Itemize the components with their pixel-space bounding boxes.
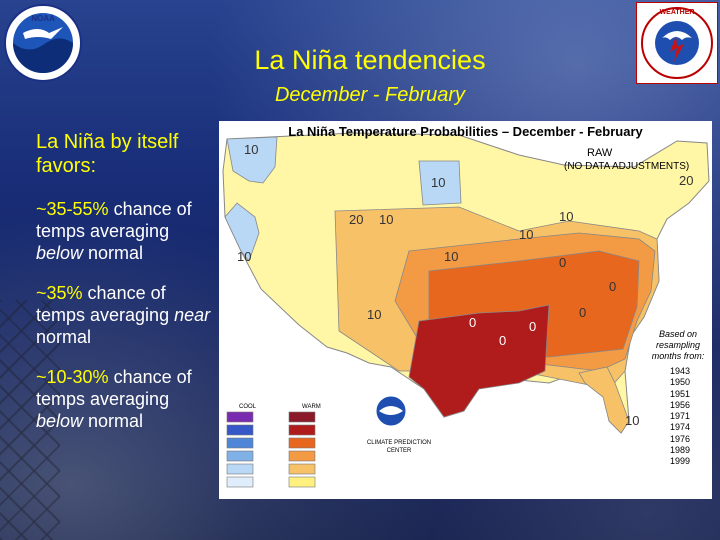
tendency-emphasis: below <box>36 411 84 431</box>
year-item: 1956 <box>669 399 691 410</box>
legend-swatch-cool <box>226 450 254 462</box>
tendency-text: chance of temps averaging <box>36 367 192 409</box>
legend-swatch-cool <box>226 411 254 423</box>
svg-text:20: 20 <box>349 212 363 227</box>
map-raw-label: RAW <box>587 147 613 159</box>
tendency-emphasis: near <box>174 305 211 325</box>
left-text-column: La Niña by itself favors: ~35-55% chance… <box>36 130 218 450</box>
svg-text:10: 10 <box>237 249 251 264</box>
probability-map-panel: 10 10 20 10 10 10 10 0 0 0 0 0 0 10 10 1… <box>219 121 712 499</box>
legend-warm-label: WARM <box>302 404 321 410</box>
year-item: 1951 <box>669 388 691 399</box>
cpc-name: CLIMATE PREDICTION CENTER <box>366 440 432 454</box>
svg-text:WEATHER: WEATHER <box>660 9 695 16</box>
year-item: 1943 <box>669 366 691 376</box>
legend-swatch-warm <box>288 411 316 423</box>
svg-text:10: 10 <box>444 249 458 264</box>
legend-swatch-cool <box>226 424 254 436</box>
svg-text:10: 10 <box>625 413 639 428</box>
region-florida <box>578 366 630 434</box>
svg-text:10: 10 <box>244 142 258 157</box>
svg-text:10: 10 <box>367 307 381 322</box>
legend-swatch-warm <box>288 476 316 488</box>
year-item: 1999 <box>669 456 691 467</box>
year-item: 1950 <box>669 377 691 388</box>
noaa-logo-icon: NOAA <box>3 3 83 83</box>
slide-title: La Niña tendencies <box>254 45 486 75</box>
tendency-item: ~10-30% chance of temps averaging below … <box>36 366 218 432</box>
year-item: 1974 <box>669 422 691 433</box>
tendency-text: chance of temps averaging <box>36 283 175 325</box>
legend-swatch-cool <box>226 437 254 449</box>
slide-subtitle: December - February <box>274 84 466 106</box>
map-title: La Niña Temperature Probabilities – Dece… <box>288 124 643 139</box>
tendency-text: chance of temps averaging <box>36 199 192 241</box>
tendency-percent: ~35-55% <box>36 199 109 219</box>
resampling-note: Based on resampling months from: <box>651 329 705 361</box>
nws-logo-icon: WEATHER <box>635 1 719 85</box>
legend-swatch-cool <box>226 476 254 488</box>
legend-cool-label: COOL <box>239 404 257 410</box>
tendency-emphasis: below <box>36 243 84 263</box>
svg-text:0: 0 <box>529 319 536 334</box>
tendency-percent: ~10-30% <box>36 367 109 387</box>
svg-text:20: 20 <box>679 173 693 188</box>
left-heading: La Niña by itself favors: <box>36 131 179 177</box>
legend-swatch-cool <box>226 463 254 475</box>
svg-text:10: 10 <box>431 175 445 190</box>
region-cool-nw <box>226 136 278 184</box>
tendency-tail: normal <box>36 327 92 347</box>
tendency-percent: ~35% <box>36 283 83 303</box>
tendency-tail: normal <box>83 411 144 431</box>
svg-text:0: 0 <box>499 333 506 348</box>
legend-swatch-warm <box>288 450 316 462</box>
svg-text:10: 10 <box>519 227 533 242</box>
map-no-data-label: (NO DATA ADJUSTMENTS) <box>564 161 690 172</box>
legend-swatch-warm <box>288 463 316 475</box>
region-warm-dark <box>408 304 550 418</box>
region-cool-coast <box>224 202 260 262</box>
svg-text:10: 10 <box>559 209 573 224</box>
us-probability-map: 10 10 20 10 10 10 10 0 0 0 0 0 0 10 10 1… <box>222 132 710 488</box>
year-item: 1976 <box>669 433 691 444</box>
region-cool-north <box>418 160 462 206</box>
tendency-item: ~35% chance of temps averaging near norm… <box>36 282 218 348</box>
radio-tower-graphic <box>0 300 60 540</box>
year-item: 1971 <box>669 411 691 422</box>
cpc-logo-icon <box>375 395 407 427</box>
svg-text:NOAA: NOAA <box>31 14 55 23</box>
legend-swatch-warm <box>288 424 316 436</box>
tendency-tail: normal <box>83 243 144 263</box>
year-item: 1989 <box>669 445 691 456</box>
svg-text:0: 0 <box>579 305 586 320</box>
svg-text:10: 10 <box>379 212 393 227</box>
tendency-item: ~35-55% chance of temps averaging below … <box>36 198 218 264</box>
svg-text:0: 0 <box>469 315 476 330</box>
svg-text:0: 0 <box>609 279 616 294</box>
legend-swatch-warm <box>288 437 316 449</box>
resampling-years: 1943 1950 1951 1956 1971 1974 1976 1989 … <box>655 366 705 468</box>
svg-text:0: 0 <box>559 255 566 270</box>
